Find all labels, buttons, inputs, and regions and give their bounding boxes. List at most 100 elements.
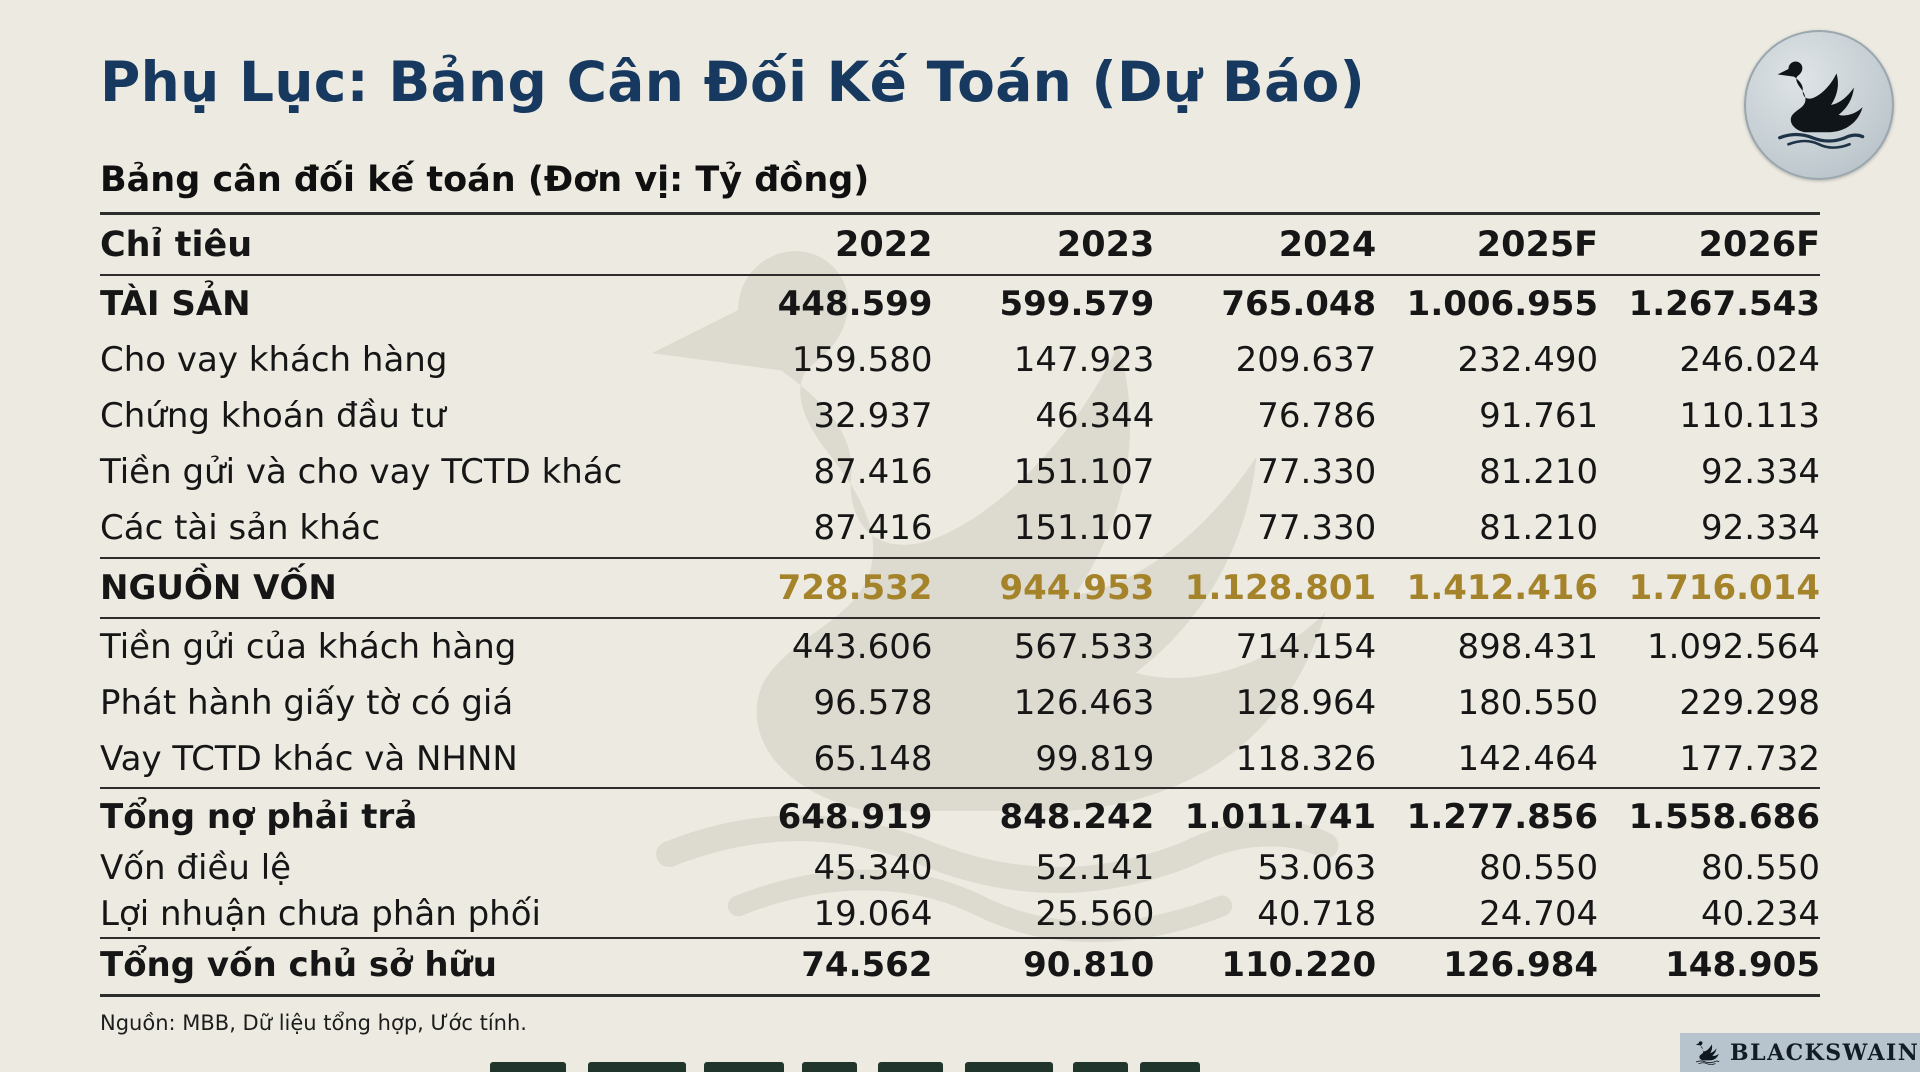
balance-sheet-table: Chỉ tiêu 2022 2023 2024 2025F 2026F TÀI … <box>100 212 1820 998</box>
cell-value: 1.006.955 <box>1406 284 1599 324</box>
edge-fragment <box>588 1062 686 1072</box>
row-label: Lợi nhuận chưa phân phối <box>100 894 541 935</box>
table-row: Tiền gửi và cho vay TCTD khác 87.416 151.1… <box>100 444 1820 500</box>
cell-value: 91.761 <box>1479 396 1599 437</box>
cell-value: 714.154 <box>1235 626 1377 667</box>
cell-value: 898.431 <box>1457 626 1599 667</box>
row-label: NGUỒN VỐN <box>100 556 711 619</box>
cell-value: 599.579 <box>999 284 1155 324</box>
cell-value: 126.463 <box>1013 682 1155 723</box>
page-title: Phụ Lục: Bảng Cân Đối Kế Toán (Dự Báo) <box>100 50 1366 114</box>
cell-value: 147.923 <box>1013 340 1155 381</box>
cell-value: 151.107 <box>1013 508 1155 549</box>
bottom-edge-artifacts <box>0 1062 1920 1072</box>
cell-value: 81.210 <box>1479 452 1599 493</box>
row-label: Vay TCTD khác và NHNN <box>100 738 518 779</box>
cell-value: 92.334 <box>1701 508 1820 549</box>
cell-value: 1.412.416 <box>1376 556 1599 619</box>
table-row: Chứng khoán đầu tư 32.937 46.344 76.786 91.7… <box>100 388 1820 444</box>
row-label: Chứng khoán đầu tư <box>100 396 446 437</box>
brand-name: BLACKSWAIN <box>1730 1039 1920 1066</box>
cell-value: 40.234 <box>1701 894 1820 935</box>
cell-value: 110.113 <box>1679 396 1820 437</box>
table-row: Tổng vốn chủ sở hữu 74.562 90.810 110.220 12… <box>100 937 1820 996</box>
cell-value: 142.464 <box>1457 738 1599 779</box>
row-label: Tổng nợ phải trả <box>100 786 711 846</box>
table-row: Vốn điều lệ 45.340 52.141 53.063 80.550 80.55… <box>100 845 1820 891</box>
blackswan-logo <box>1744 30 1894 180</box>
cell-value: 177.732 <box>1679 738 1820 779</box>
cell-value: 92.334 <box>1701 452 1820 493</box>
table-row: Phát hành giấy tờ có giá 96.578 126.463 128… <box>100 675 1820 731</box>
cell-value: 76.786 <box>1257 396 1377 437</box>
table-row: Các tài sản khác 87.416 151.107 77.330 81.21… <box>100 500 1820 557</box>
cell-value: 648.919 <box>710 786 933 846</box>
edge-fragment <box>802 1062 857 1072</box>
cell-value: 1.558.686 <box>1598 786 1820 846</box>
row-label: Vốn điều lệ <box>100 848 292 889</box>
cell-value: 52.141 <box>1035 848 1155 889</box>
cell-value: 728.532 <box>710 556 933 619</box>
table-row: Lợi nhuận chưa phân phối 19.064 25.560 40.7… <box>100 891 1820 938</box>
cell-value: 90.810 <box>932 937 1155 996</box>
row-label: Tổng vốn chủ sở hữu <box>100 937 711 996</box>
cell-value: 126.984 <box>1376 937 1599 996</box>
cell-value: 87.416 <box>813 508 933 549</box>
source-note: Nguồn: MBB, Dữ liệu tổng hợp, Ước tính. <box>100 1011 527 1036</box>
cell-value: 53.063 <box>1257 848 1377 889</box>
cell-value: 25.560 <box>1035 894 1155 935</box>
cell-value: 118.326 <box>1235 738 1377 779</box>
cell-value: 40.718 <box>1257 894 1377 935</box>
row-label: TÀI SẢN <box>100 284 251 324</box>
table-row: Cho vay khách hàng 159.580 147.923 209.637 2… <box>100 332 1820 388</box>
cell-value: 80.550 <box>1701 848 1820 889</box>
row-label: Tiền gửi và cho vay TCTD khác <box>100 452 623 493</box>
cell-value: 24.704 <box>1479 894 1599 935</box>
column-header-2025f: 2025F <box>1376 213 1599 276</box>
cell-value: 19.064 <box>813 894 933 935</box>
cell-value: 74.562 <box>710 937 933 996</box>
column-header-2022: 2022 <box>710 213 933 276</box>
cell-value: 32.937 <box>813 396 933 437</box>
cell-value: 99.819 <box>1035 738 1155 779</box>
cell-value: 46.344 <box>1035 396 1155 437</box>
column-header-2026f: 2026F <box>1598 213 1820 276</box>
cell-value: 81.210 <box>1479 508 1599 549</box>
table-row: NGUỒN VỐN 728.532 944.953 1.128.801 1.412.41… <box>100 556 1820 619</box>
row-label: Các tài sản khác <box>100 508 381 549</box>
cell-value: 77.330 <box>1257 452 1377 493</box>
table-header-row: Chỉ tiêu 2022 2023 2024 2025F 2026F <box>100 213 1820 276</box>
cell-value: 148.905 <box>1598 937 1820 996</box>
cell-value: 765.048 <box>1221 284 1377 324</box>
cell-value: 567.533 <box>1013 626 1155 667</box>
row-label: Tiền gửi của khách hàng <box>100 626 517 667</box>
table-row: Vay TCTD khác và NHNN 65.148 99.819 118.326… <box>100 731 1820 788</box>
table-body: TÀI SẢN 448.599 599.579 765.048 1.006.955 1.2… <box>100 275 1820 996</box>
cell-value: 209.637 <box>1235 340 1377 381</box>
blackswain-brand-badge: BLACKSWAIN <box>1680 1033 1920 1072</box>
cell-value: 65.148 <box>813 738 933 779</box>
cell-value: 1.011.741 <box>1154 786 1377 846</box>
cell-value: 246.024 <box>1679 340 1820 381</box>
cell-value: 232.490 <box>1457 340 1599 381</box>
edge-fragment <box>1140 1062 1200 1072</box>
edge-fragment <box>704 1062 784 1072</box>
cell-value: 96.578 <box>813 682 933 723</box>
table-row: TÀI SẢN 448.599 599.579 765.048 1.006.955 1.2… <box>100 275 1820 332</box>
cell-value: 180.550 <box>1457 682 1599 723</box>
cell-value: 1.092.564 <box>1646 626 1820 667</box>
table-row: Tiền gửi của khách hàng 443.606 567.533 714… <box>100 618 1820 675</box>
cell-value: 944.953 <box>932 556 1155 619</box>
row-label: Cho vay khách hàng <box>100 340 448 381</box>
cell-value: 159.580 <box>791 340 933 381</box>
cell-value: 1.267.543 <box>1628 284 1820 324</box>
cell-value: 151.107 <box>1013 452 1155 493</box>
cell-value: 1.277.856 <box>1376 786 1599 846</box>
column-header-2023: 2023 <box>932 213 1155 276</box>
table-caption: Bảng cân đối kế toán (Đơn vị: Tỷ đồng) <box>100 160 870 200</box>
table-row: Tổng nợ phải trả 648.919 848.242 1.011.741 1… <box>100 786 1820 846</box>
row-label: Phát hành giấy tờ có giá <box>100 682 514 723</box>
cell-value: 848.242 <box>932 786 1155 846</box>
edge-fragment <box>490 1062 566 1072</box>
cell-value: 128.964 <box>1235 682 1377 723</box>
